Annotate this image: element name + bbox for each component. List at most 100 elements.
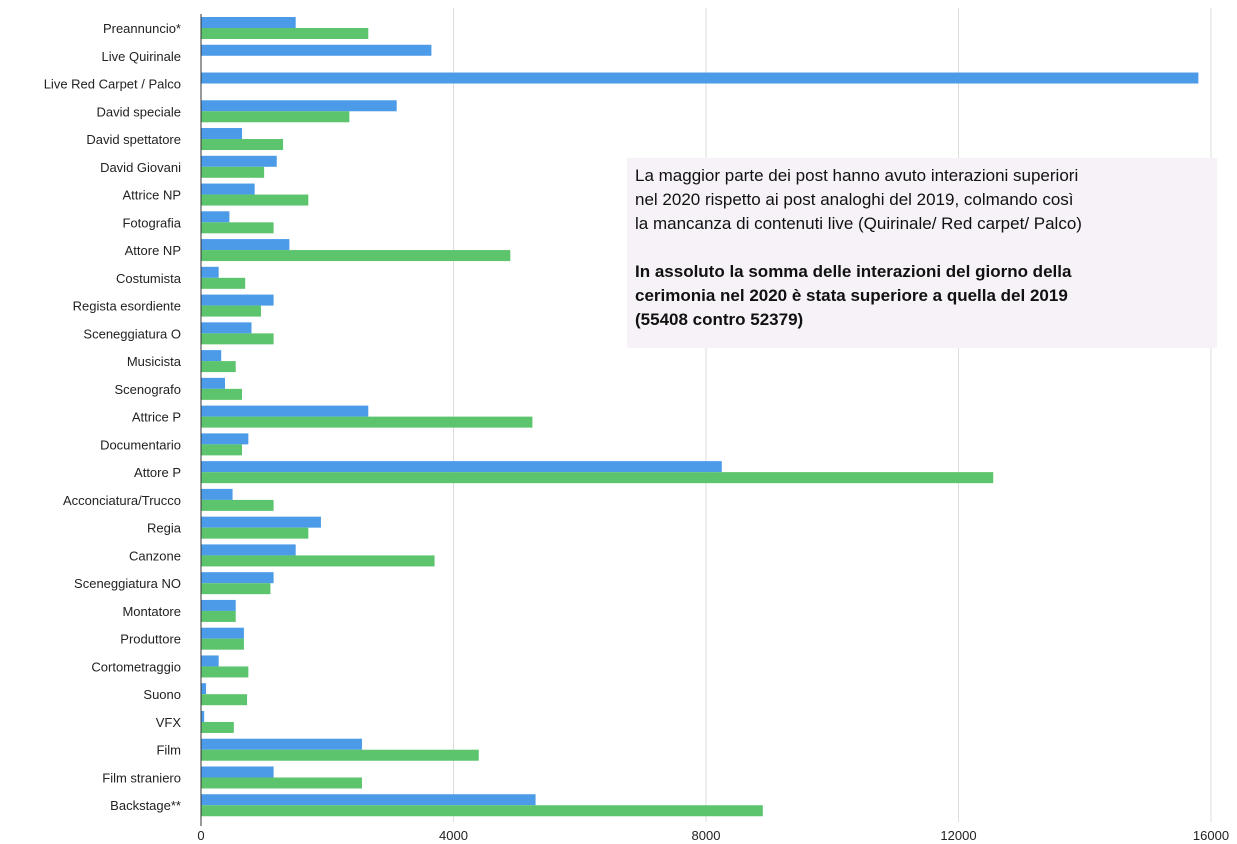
category-label: Attrice P [132, 410, 181, 425]
bar-2020 [201, 322, 252, 334]
bar-2019 [201, 555, 435, 567]
bar-2019 [201, 610, 236, 622]
category-label: Attore NP [125, 243, 181, 258]
bar-2019 [201, 194, 309, 206]
bar-2020 [201, 17, 296, 28]
category-label: David speciale [96, 104, 181, 119]
category-label: Live Quirinale [102, 49, 182, 64]
category-label: Fotografia [122, 215, 181, 230]
annotation-text: La maggior parte dei post hanno avuto in… [635, 164, 1211, 236]
bar-2019 [201, 416, 533, 428]
bar-2019 [201, 305, 261, 317]
bar-2020 [201, 155, 277, 167]
bar-2019 [201, 749, 479, 761]
bar-2019 [201, 472, 994, 484]
annotation-line-3: la mancanza di contenuti live (Quirinale… [635, 214, 1082, 233]
bar-2019 [201, 28, 369, 39]
category-label: Costumista [116, 271, 182, 286]
bar-2019 [201, 277, 246, 289]
bar-2020 [201, 461, 722, 473]
category-label: David spettatore [86, 132, 181, 147]
x-tick-label: 16000 [1193, 828, 1229, 843]
bar-2019 [201, 805, 763, 817]
bar-2019 [201, 694, 248, 706]
category-label: Attrice NP [122, 188, 181, 203]
bar-2020 [201, 44, 432, 56]
bar-2020 [201, 627, 244, 639]
annotation-bold-line-1: In assoluto la somma delle interazioni d… [635, 262, 1072, 281]
category-label: Sceneggiatura O [83, 326, 181, 341]
bar-2020 [201, 128, 243, 140]
bar-2020 [201, 710, 205, 722]
bar-2020 [201, 433, 249, 445]
category-label: Attore P [134, 465, 181, 480]
bar-2019 [201, 777, 362, 789]
annotation-line-2: nel 2020 rispetto ai post analoghi del 2… [635, 190, 1074, 209]
bar-2020 [201, 738, 362, 750]
category-label: Cortometraggio [91, 659, 181, 674]
bar-2020 [201, 516, 321, 528]
category-label: Film straniero [102, 770, 181, 785]
bar-2020 [201, 683, 207, 695]
bar-2019 [201, 527, 309, 539]
category-label: Documentario [100, 437, 181, 452]
category-label: Regista esordiente [73, 299, 181, 314]
category-label: Preannuncio* [103, 21, 181, 36]
bar-2019 [201, 111, 350, 123]
category-label: Scenografo [115, 382, 182, 397]
bar-2020 [201, 599, 236, 611]
bar-2019 [201, 139, 284, 151]
x-tick-label: 12000 [940, 828, 976, 843]
bar-2020 [201, 211, 230, 223]
category-label: VFX [156, 715, 182, 730]
category-label: Suono [143, 687, 181, 702]
bar-2020 [201, 488, 233, 500]
category-label: Canzone [129, 548, 181, 563]
x-tick-label: 8000 [692, 828, 721, 843]
category-label: Regia [147, 521, 182, 536]
bar-2020 [201, 100, 397, 112]
bar-2020 [201, 794, 536, 806]
annotation-line-1: La maggior parte dei post hanno avuto in… [635, 166, 1079, 185]
annotation-bold-line-2: cerimonia nel 2020 è stata superiore a q… [635, 286, 1068, 305]
bar-2020 [201, 377, 225, 389]
annotation-box: La maggior parte dei post hanno avuto in… [627, 158, 1217, 348]
bar-2020 [201, 405, 369, 417]
bar-2019 [201, 250, 511, 262]
bar-2019 [201, 721, 234, 733]
category-label: Live Red Carpet / Palco [44, 77, 181, 92]
x-tick-label: 4000 [439, 828, 468, 843]
category-labels: Preannuncio* Live Quirinale Live Red Carpe… [44, 21, 182, 813]
bar-2019 [201, 638, 244, 650]
bar-2019 [201, 666, 249, 678]
category-label: Film [156, 743, 181, 758]
category-label: David Giovani [100, 160, 181, 175]
category-label: Montatore [122, 604, 181, 619]
bar-2019 [201, 499, 274, 511]
category-label: Acconciatura/Trucco [63, 493, 181, 508]
bar-2019 [201, 222, 274, 234]
bar-2020 [201, 266, 219, 278]
annotation-bold-text: In assoluto la somma delle interazioni d… [635, 260, 1211, 332]
category-label: Musicista [127, 354, 182, 369]
category-label: Backstage** [110, 798, 181, 813]
bar-2019 [201, 333, 274, 345]
bar-2020 [201, 766, 274, 778]
bar-2020 [201, 72, 1199, 84]
bar-2020 [201, 544, 296, 556]
category-label: Sceneggiatura NO [74, 576, 181, 591]
category-label: Produttore [120, 632, 181, 647]
bar-2020 [201, 572, 274, 584]
bars [201, 17, 1199, 817]
bar-2019 [201, 444, 243, 456]
bar-2019 [201, 361, 236, 373]
bar-2019 [201, 583, 271, 595]
annotation-bold-line-3: (55408 contro 52379) [635, 310, 804, 329]
gridlines [453, 8, 1212, 822]
bar-2019 [201, 166, 265, 178]
bar-2019 [201, 388, 243, 400]
bar-2020 [201, 183, 255, 195]
bar-2020 [201, 655, 219, 667]
bar-2020 [201, 239, 290, 251]
